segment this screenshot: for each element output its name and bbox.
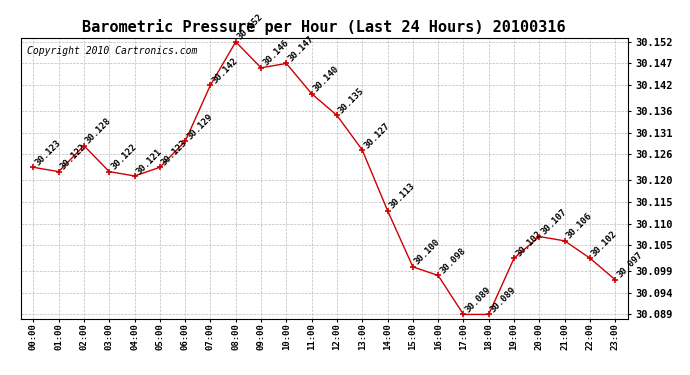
Text: 30.089: 30.089 <box>489 285 518 314</box>
Text: Copyright 2010 Cartronics.com: Copyright 2010 Cartronics.com <box>27 46 197 56</box>
Text: 30.140: 30.140 <box>312 64 341 94</box>
Text: 30.100: 30.100 <box>413 238 442 267</box>
Text: 30.142: 30.142 <box>210 56 239 85</box>
Text: 30.089: 30.089 <box>464 285 493 314</box>
Text: 30.135: 30.135 <box>337 86 366 116</box>
Text: 30.097: 30.097 <box>615 251 644 280</box>
Text: 30.123: 30.123 <box>160 138 189 167</box>
Text: 30.102: 30.102 <box>514 229 543 258</box>
Text: 30.122: 30.122 <box>109 142 139 172</box>
Text: 30.106: 30.106 <box>564 212 594 241</box>
Text: 30.129: 30.129 <box>185 112 215 141</box>
Text: 30.147: 30.147 <box>286 34 315 63</box>
Text: 30.123: 30.123 <box>33 138 63 167</box>
Text: 30.128: 30.128 <box>84 117 113 146</box>
Text: 30.113: 30.113 <box>388 182 417 211</box>
Text: 30.098: 30.098 <box>438 246 467 276</box>
Text: 30.121: 30.121 <box>135 147 164 176</box>
Text: 30.102: 30.102 <box>590 229 619 258</box>
Text: 30.122: 30.122 <box>59 142 88 172</box>
Text: 30.146: 30.146 <box>261 39 290 68</box>
Text: 30.127: 30.127 <box>362 121 391 150</box>
Title: Barometric Pressure per Hour (Last 24 Hours) 20100316: Barometric Pressure per Hour (Last 24 Ho… <box>83 19 566 35</box>
Text: 30.152: 30.152 <box>236 13 265 42</box>
Text: 30.107: 30.107 <box>540 207 569 237</box>
